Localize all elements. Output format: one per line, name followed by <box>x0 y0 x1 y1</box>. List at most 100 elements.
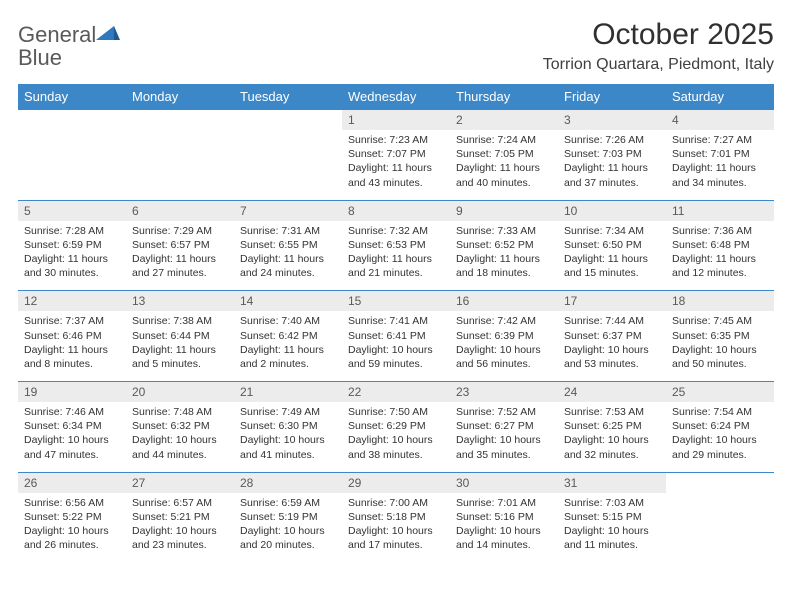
day-number: 3 <box>558 110 666 130</box>
calendar-day-cell: 6Sunrise: 7:29 AMSunset: 6:57 PMDaylight… <box>126 200 234 291</box>
day-number: 25 <box>666 382 774 402</box>
dayname-header: Wednesday <box>342 84 450 110</box>
day-number: 30 <box>450 473 558 493</box>
day-number: 29 <box>342 473 450 493</box>
calendar-day-cell <box>234 110 342 201</box>
calendar-day-cell: 26Sunrise: 6:56 AMSunset: 5:22 PMDayligh… <box>18 472 126 562</box>
day-number: 9 <box>450 201 558 221</box>
day-details: Sunrise: 7:36 AMSunset: 6:48 PMDaylight:… <box>666 221 774 291</box>
day-number: 11 <box>666 201 774 221</box>
day-details: Sunrise: 7:28 AMSunset: 6:59 PMDaylight:… <box>18 221 126 291</box>
calendar-day-cell: 19Sunrise: 7:46 AMSunset: 6:34 PMDayligh… <box>18 382 126 473</box>
day-details: Sunrise: 7:26 AMSunset: 7:03 PMDaylight:… <box>558 130 666 200</box>
calendar-week-row: 1Sunrise: 7:23 AMSunset: 7:07 PMDaylight… <box>18 110 774 201</box>
calendar-day-cell: 21Sunrise: 7:49 AMSunset: 6:30 PMDayligh… <box>234 382 342 473</box>
day-details: Sunrise: 7:27 AMSunset: 7:01 PMDaylight:… <box>666 130 774 200</box>
logo-word-blue: Blue <box>18 45 62 70</box>
day-details: Sunrise: 7:50 AMSunset: 6:29 PMDaylight:… <box>342 402 450 472</box>
calendar-day-cell: 23Sunrise: 7:52 AMSunset: 6:27 PMDayligh… <box>450 382 558 473</box>
calendar-day-cell <box>18 110 126 201</box>
calendar-day-cell: 8Sunrise: 7:32 AMSunset: 6:53 PMDaylight… <box>342 200 450 291</box>
dayname-header: Friday <box>558 84 666 110</box>
logo-triangle-icon <box>96 24 120 42</box>
calendar-day-cell: 4Sunrise: 7:27 AMSunset: 7:01 PMDaylight… <box>666 110 774 201</box>
day-number: 17 <box>558 291 666 311</box>
day-details: Sunrise: 7:29 AMSunset: 6:57 PMDaylight:… <box>126 221 234 291</box>
day-number: 16 <box>450 291 558 311</box>
calendar-day-cell: 17Sunrise: 7:44 AMSunset: 6:37 PMDayligh… <box>558 291 666 382</box>
calendar-week-row: 26Sunrise: 6:56 AMSunset: 5:22 PMDayligh… <box>18 472 774 562</box>
calendar-day-cell: 28Sunrise: 6:59 AMSunset: 5:19 PMDayligh… <box>234 472 342 562</box>
calendar-day-cell: 3Sunrise: 7:26 AMSunset: 7:03 PMDaylight… <box>558 110 666 201</box>
day-details: Sunrise: 7:49 AMSunset: 6:30 PMDaylight:… <box>234 402 342 472</box>
day-details: Sunrise: 7:34 AMSunset: 6:50 PMDaylight:… <box>558 221 666 291</box>
day-number: 23 <box>450 382 558 402</box>
day-number: 27 <box>126 473 234 493</box>
day-number: 26 <box>18 473 126 493</box>
day-details: Sunrise: 7:46 AMSunset: 6:34 PMDaylight:… <box>18 402 126 472</box>
day-number: 14 <box>234 291 342 311</box>
day-details: Sunrise: 7:24 AMSunset: 7:05 PMDaylight:… <box>450 130 558 200</box>
day-details: Sunrise: 7:42 AMSunset: 6:39 PMDaylight:… <box>450 311 558 381</box>
day-number: 8 <box>342 201 450 221</box>
calendar-week-row: 19Sunrise: 7:46 AMSunset: 6:34 PMDayligh… <box>18 382 774 473</box>
day-details: Sunrise: 7:32 AMSunset: 6:53 PMDaylight:… <box>342 221 450 291</box>
day-number: 24 <box>558 382 666 402</box>
calendar-day-cell: 9Sunrise: 7:33 AMSunset: 6:52 PMDaylight… <box>450 200 558 291</box>
day-details: Sunrise: 7:54 AMSunset: 6:24 PMDaylight:… <box>666 402 774 472</box>
calendar-week-row: 5Sunrise: 7:28 AMSunset: 6:59 PMDaylight… <box>18 200 774 291</box>
calendar-day-cell <box>666 472 774 562</box>
calendar-day-cell: 2Sunrise: 7:24 AMSunset: 7:05 PMDaylight… <box>450 110 558 201</box>
day-details: Sunrise: 7:23 AMSunset: 7:07 PMDaylight:… <box>342 130 450 200</box>
day-number: 20 <box>126 382 234 402</box>
day-details: Sunrise: 7:38 AMSunset: 6:44 PMDaylight:… <box>126 311 234 381</box>
dayname-header: Saturday <box>666 84 774 110</box>
day-number: 10 <box>558 201 666 221</box>
day-number: 2 <box>450 110 558 130</box>
day-number: 15 <box>342 291 450 311</box>
day-details: Sunrise: 7:01 AMSunset: 5:16 PMDaylight:… <box>450 493 558 563</box>
dayname-header: Sunday <box>18 84 126 110</box>
calendar-day-cell: 25Sunrise: 7:54 AMSunset: 6:24 PMDayligh… <box>666 382 774 473</box>
calendar-week-row: 12Sunrise: 7:37 AMSunset: 6:46 PMDayligh… <box>18 291 774 382</box>
day-number: 12 <box>18 291 126 311</box>
day-details: Sunrise: 7:00 AMSunset: 5:18 PMDaylight:… <box>342 493 450 563</box>
calendar-day-cell: 10Sunrise: 7:34 AMSunset: 6:50 PMDayligh… <box>558 200 666 291</box>
day-details: Sunrise: 7:44 AMSunset: 6:37 PMDaylight:… <box>558 311 666 381</box>
calendar-day-cell: 27Sunrise: 6:57 AMSunset: 5:21 PMDayligh… <box>126 472 234 562</box>
day-number: 31 <box>558 473 666 493</box>
dayname-header: Tuesday <box>234 84 342 110</box>
day-details: Sunrise: 7:37 AMSunset: 6:46 PMDaylight:… <box>18 311 126 381</box>
day-details: Sunrise: 7:33 AMSunset: 6:52 PMDaylight:… <box>450 221 558 291</box>
calendar-day-cell: 14Sunrise: 7:40 AMSunset: 6:42 PMDayligh… <box>234 291 342 382</box>
day-number: 21 <box>234 382 342 402</box>
logo: General Blue <box>18 18 120 70</box>
calendar-day-cell: 22Sunrise: 7:50 AMSunset: 6:29 PMDayligh… <box>342 382 450 473</box>
day-number: 19 <box>18 382 126 402</box>
day-details: Sunrise: 6:56 AMSunset: 5:22 PMDaylight:… <box>18 493 126 563</box>
day-number: 18 <box>666 291 774 311</box>
day-details: Sunrise: 7:45 AMSunset: 6:35 PMDaylight:… <box>666 311 774 381</box>
page-title: October 2025 <box>543 18 774 52</box>
day-details: Sunrise: 7:31 AMSunset: 6:55 PMDaylight:… <box>234 221 342 291</box>
calendar-day-cell: 24Sunrise: 7:53 AMSunset: 6:25 PMDayligh… <box>558 382 666 473</box>
calendar-table: SundayMondayTuesdayWednesdayThursdayFrid… <box>18 84 774 562</box>
day-details: Sunrise: 7:48 AMSunset: 6:32 PMDaylight:… <box>126 402 234 472</box>
day-number: 6 <box>126 201 234 221</box>
day-details: Sunrise: 7:53 AMSunset: 6:25 PMDaylight:… <box>558 402 666 472</box>
day-number: 1 <box>342 110 450 130</box>
calendar-day-cell: 30Sunrise: 7:01 AMSunset: 5:16 PMDayligh… <box>450 472 558 562</box>
day-details: Sunrise: 7:52 AMSunset: 6:27 PMDaylight:… <box>450 402 558 472</box>
day-details: Sunrise: 7:03 AMSunset: 5:15 PMDaylight:… <box>558 493 666 563</box>
logo-text: General Blue <box>18 24 120 70</box>
dayname-header: Monday <box>126 84 234 110</box>
day-details: Sunrise: 6:57 AMSunset: 5:21 PMDaylight:… <box>126 493 234 563</box>
dayname-header: Thursday <box>450 84 558 110</box>
day-number: 28 <box>234 473 342 493</box>
calendar-day-cell: 7Sunrise: 7:31 AMSunset: 6:55 PMDaylight… <box>234 200 342 291</box>
day-number: 4 <box>666 110 774 130</box>
calendar-day-cell: 5Sunrise: 7:28 AMSunset: 6:59 PMDaylight… <box>18 200 126 291</box>
calendar-day-cell: 31Sunrise: 7:03 AMSunset: 5:15 PMDayligh… <box>558 472 666 562</box>
calendar-day-cell <box>126 110 234 201</box>
header: General Blue October 2025 Torrion Quarta… <box>18 18 774 80</box>
